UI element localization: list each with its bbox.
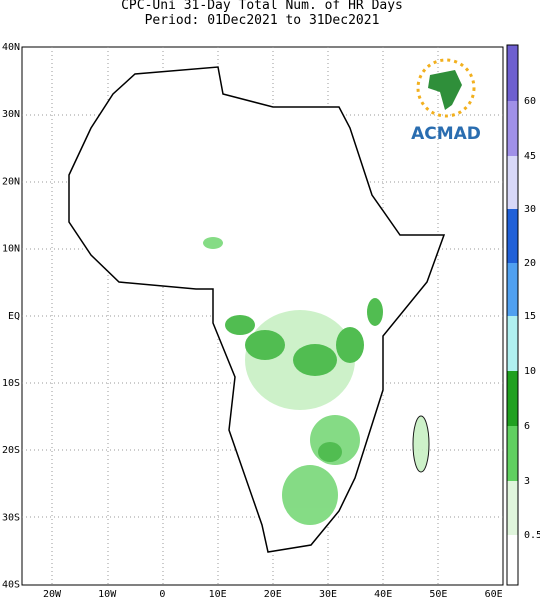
lat-label: 40S xyxy=(2,580,20,591)
colorbar-label: 6 xyxy=(524,421,530,432)
logo: ACMAD xyxy=(411,58,481,144)
colorbar-label: 3 xyxy=(524,476,530,487)
lat-label: 40N xyxy=(2,42,20,53)
colorbar-label: 0.5 xyxy=(524,530,540,541)
lon-label: 10E xyxy=(209,589,227,600)
lon-label: 20W xyxy=(43,589,62,600)
lon-label: 30E xyxy=(319,589,337,600)
lon-label: 20E xyxy=(264,589,282,600)
colorbar-label: 15 xyxy=(524,311,536,322)
colorbar-label: 60 xyxy=(524,96,536,107)
title-line1: CPC-Uni 31-Day Total Num. of HR Days xyxy=(121,0,403,13)
lat-label: 30S xyxy=(2,512,20,523)
rain-areas xyxy=(203,237,430,525)
colorbar-label: 10 xyxy=(524,366,536,377)
lon-label: 60E xyxy=(485,589,503,600)
lat-label: 20N xyxy=(2,176,20,187)
lat-label: 10N xyxy=(2,244,20,255)
lon-label: 40E xyxy=(374,589,392,600)
lat-label: 10S xyxy=(2,378,20,389)
lat-label: EQ xyxy=(8,311,20,322)
lat-label: 20S xyxy=(2,445,20,456)
colorbar xyxy=(506,44,519,586)
colorbar-label: 20 xyxy=(524,258,536,269)
logo-text: ACMAD xyxy=(411,124,481,144)
colorbar-label: 30 xyxy=(524,204,536,215)
lon-label: 0 xyxy=(159,589,165,600)
lat-label: 30N xyxy=(2,109,20,120)
title-line2: Period: 01Dec2021 to 31Dec2021 xyxy=(145,13,380,28)
lon-label: 50E xyxy=(429,589,447,600)
lon-label: 10W xyxy=(98,589,117,600)
colorbar-label: 45 xyxy=(524,151,536,162)
